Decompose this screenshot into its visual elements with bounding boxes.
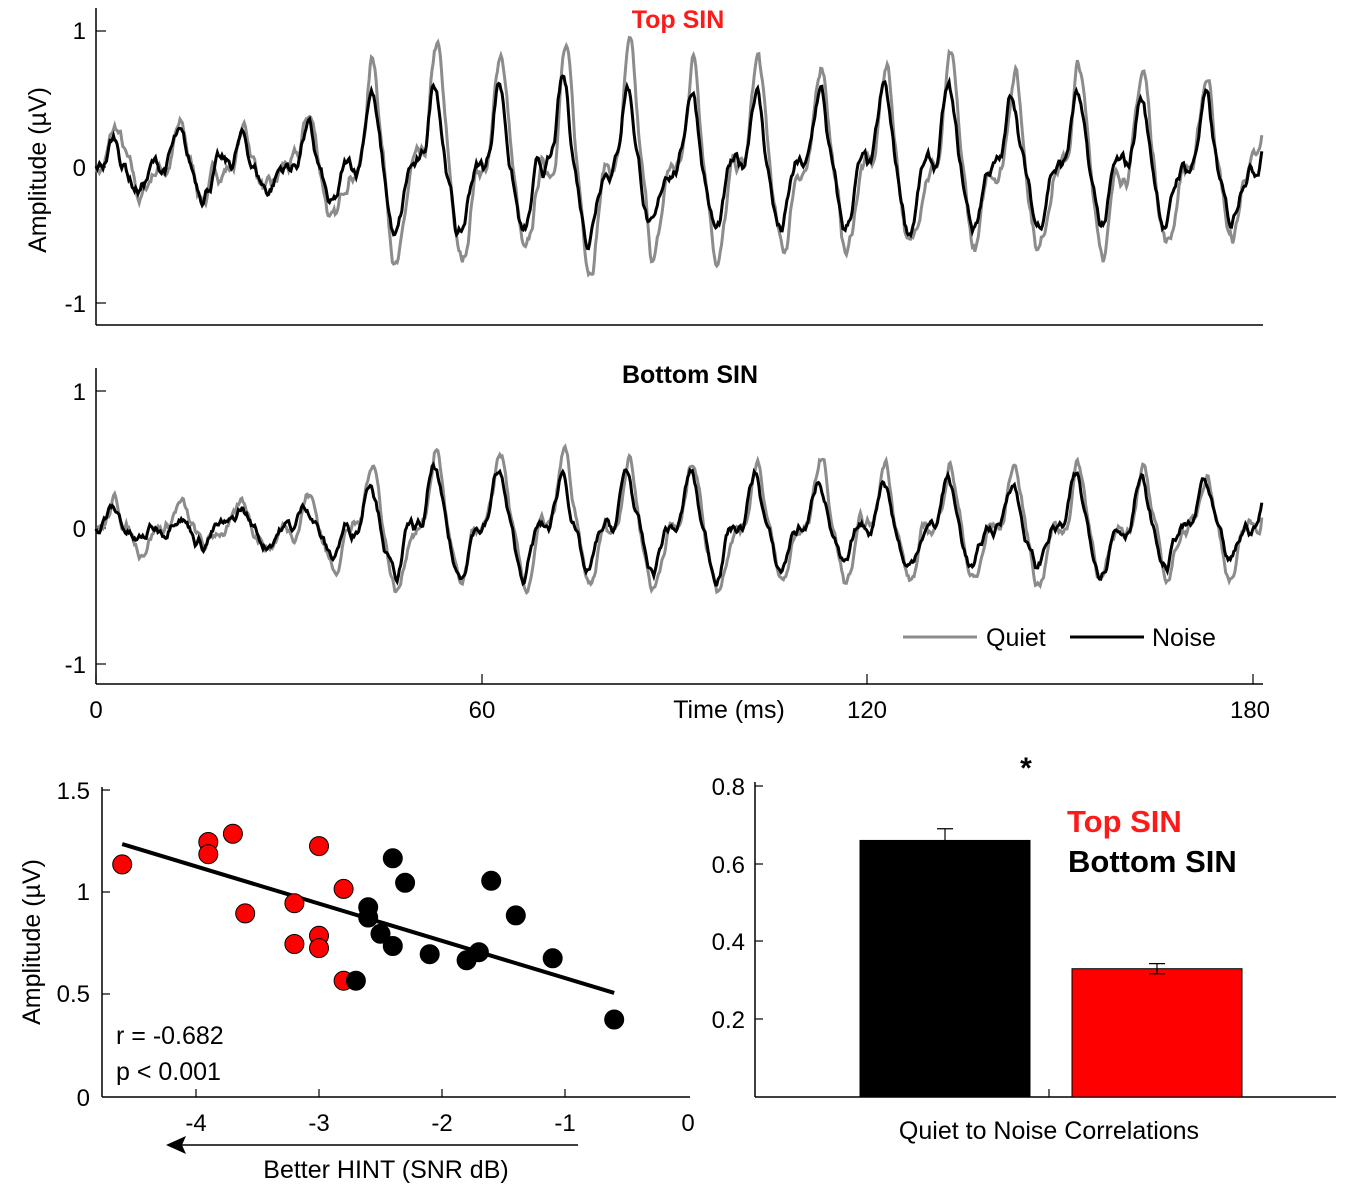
bottom-panel-ytick-label-0: 0 — [73, 516, 86, 543]
scatter-xtick-label--3: -3 — [308, 1110, 329, 1137]
scatter-ylabel: Amplitude (µV) — [18, 859, 46, 1025]
errorbar-bottom-sin — [937, 828, 953, 853]
scatter-xtick-label-0: 0 — [681, 1110, 694, 1137]
significance-star: * — [1020, 752, 1032, 785]
top-sin-waveform-panel: 1 0 -1 Amplitude (µV) Top SIN — [24, 6, 1264, 326]
bottom-sin-point — [481, 870, 502, 891]
bottom-sin-noise-trace — [94, 460, 1264, 587]
better-hint-arrow — [166, 1136, 578, 1154]
bar-top-sin — [1071, 968, 1243, 1098]
scatter-ytick-label-1: 1 — [77, 879, 90, 906]
legend-quiet-label: Quiet — [986, 624, 1046, 652]
scatter-xtick-label--4: -4 — [185, 1110, 206, 1137]
better-hint-arrow-head — [166, 1136, 186, 1154]
bottom-sin-point — [419, 944, 440, 965]
scatter-ytick-label-1.5: 1.5 — [57, 778, 90, 805]
bottom-sin-point — [382, 848, 403, 869]
top-sin-point — [309, 938, 329, 959]
top-sin-point — [235, 903, 256, 924]
scatter-points — [112, 823, 625, 1030]
waveform-legend: Quiet Noise — [903, 624, 1216, 652]
bottom-sin-point — [382, 936, 403, 956]
bottom-panel-xtick-label-0: 0 — [89, 697, 102, 724]
bar-legend-top-sin: Top SIN — [1067, 804, 1182, 839]
bottom-panel-xtick-label-60: 60 — [469, 697, 496, 724]
bar-legend-bottom-sin: Bottom SIN — [1068, 844, 1237, 879]
scatter-xlabel: Better HINT (SNR dB) — [263, 1156, 508, 1184]
top-sin-point — [309, 836, 329, 857]
scatter-xtick-label--2: -2 — [431, 1110, 452, 1137]
legend-noise-label: Noise — [1152, 624, 1216, 652]
scatter-xtick-label--1: -1 — [554, 1110, 575, 1137]
bars — [859, 828, 1243, 1098]
scatter-stat-r: r = -0.682 — [116, 1022, 224, 1050]
scatter-ytick-label-0: 0 — [77, 1085, 90, 1112]
top-panel-title: Top SIN — [632, 6, 725, 34]
bottom-sin-point — [395, 872, 416, 893]
bar-ytick-label-0.4: 0.4 — [712, 929, 745, 956]
bottom-sin-point — [542, 948, 563, 969]
bottom-panel-ytick-label-1: 1 — [73, 379, 86, 406]
bottom-sin-point — [358, 907, 379, 928]
bottom-sin-point — [468, 942, 489, 963]
top-sin-point — [284, 893, 305, 914]
bottom-panel-ytick-label--1: -1 — [65, 652, 86, 679]
bar-ytick-label-0.2: 0.2 — [712, 1007, 745, 1034]
top-panel-ytick-label-1: 1 — [73, 18, 86, 45]
bar-ytick-label-0.6: 0.6 — [712, 852, 745, 879]
errorbar-top-sin — [1149, 963, 1165, 975]
scatter-ytick-label-0.5: 0.5 — [57, 981, 90, 1008]
top-panel-ytick-label-0: 0 — [73, 155, 86, 182]
top-sin-point — [284, 934, 305, 954]
bar-bottom-sin — [859, 839, 1031, 1098]
scatter-stat-p: p < 0.001 — [116, 1058, 221, 1086]
bar-xlabel: Quiet to Noise Correlations — [899, 1117, 1199, 1145]
top-panel-ytick-label--1: -1 — [65, 291, 86, 318]
top-sin-point — [333, 878, 354, 899]
bottom-panel-xtick-label-120: 120 — [847, 697, 887, 724]
bottom-sin-point — [370, 923, 391, 944]
bottom-panel-title: Bottom SIN — [622, 361, 758, 389]
correlation-bar-panel: 0.8 0.6 0.4 0.2 Quiet to Noise Correlati… — [712, 752, 1336, 1145]
bottom-sin-point — [604, 1009, 625, 1030]
bottom-panel-xlabel: Time (ms) — [673, 696, 785, 724]
top-sin-point — [198, 844, 219, 865]
bottom-sin-point — [505, 905, 526, 926]
top-sin-point — [222, 823, 243, 844]
bar-ytick-label-0.8: 0.8 — [712, 774, 745, 801]
bottom-sin-point — [345, 970, 366, 991]
bottom-panel-xtick-label-180: 180 — [1230, 697, 1270, 724]
top-sin-noise-trace — [94, 74, 1264, 251]
top-sin-point — [112, 854, 133, 875]
bottom-sin-waveform-panel: 1 0 -1 0 60 120 180 Time (ms) Bottom SIN… — [65, 361, 1270, 724]
top-panel-ylabel: Amplitude (µV) — [24, 87, 52, 253]
hint-scatter-panel: 1.5 1 0.5 0 -4 -3 -2 -1 0 Amplitude (µV)… — [18, 778, 695, 1184]
